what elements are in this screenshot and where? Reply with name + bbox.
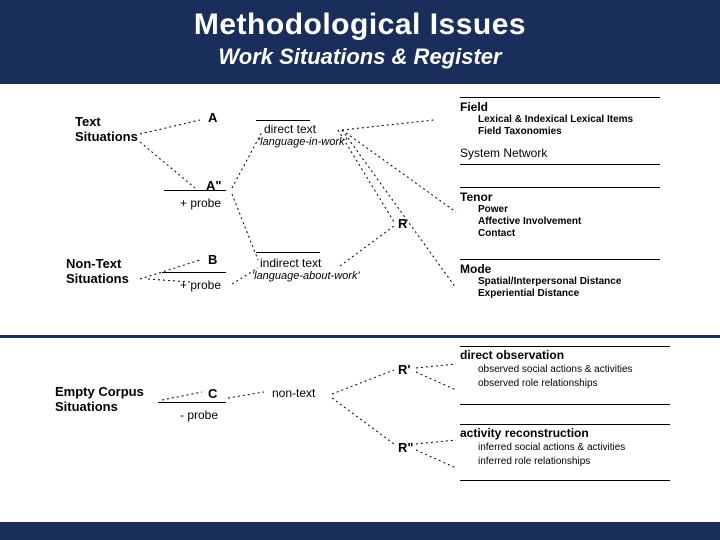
field-heading: Field <box>460 100 488 114</box>
rule-line <box>460 187 660 188</box>
diagram-area: TextSituations Non-TextSituations Empty … <box>0 84 720 512</box>
lang-about-work-label: 'language-about-work' <box>252 270 360 282</box>
system-network-label: System Network <box>460 146 547 160</box>
non-text-label: non-text <box>272 386 315 400</box>
field-line2: Field Taxonomies <box>478 126 562 137</box>
main-title: Methodological Issues <box>0 8 720 42</box>
tenor-heading: Tenor <box>460 190 492 204</box>
footer-bar <box>0 522 720 540</box>
text-situations-label: TextSituations <box>75 114 138 144</box>
direct-obs-heading: direct observation <box>460 348 564 362</box>
rule-line <box>460 424 670 425</box>
tenor-line2: Affective Involvement <box>478 216 581 227</box>
mode-line2: Experiential Distance <box>478 288 579 299</box>
empty-corpus-label: Empty CorpusSituations <box>55 384 144 414</box>
mode-line1: Spatial/Interpersonal Distance <box>478 276 621 287</box>
direct-obs-line2: observed role relationships <box>478 378 598 389</box>
rule-line <box>460 346 670 347</box>
mode-heading: Mode <box>460 262 491 276</box>
probe-plus-2: + probe <box>180 278 221 292</box>
tenor-line3: Contact <box>478 228 515 239</box>
lang-in-work-label: 'language-in-work' <box>258 136 347 148</box>
nontext-situations-label: Non-TextSituations <box>66 256 129 286</box>
indirect-text-label: indirect text <box>260 256 321 270</box>
field-line1: Lexical & Indexical Lexical Items <box>478 114 633 125</box>
node-B: B <box>208 252 217 267</box>
node-C: C <box>208 386 217 401</box>
rule-line <box>460 97 660 98</box>
rule-line <box>164 190 226 191</box>
direct-text-label: direct text <box>264 122 316 136</box>
probe-plus-1: + probe <box>180 196 221 210</box>
rule-line <box>158 402 226 403</box>
activity-recon-line2: inferred role relationships <box>478 456 590 467</box>
rule-line <box>256 120 310 121</box>
activity-recon-heading: activity reconstruction <box>460 426 589 440</box>
divider-bar <box>0 335 720 338</box>
node-Rpp: R" <box>398 440 414 455</box>
tenor-line1: Power <box>478 204 508 215</box>
direct-obs-line1: observed social actions & activities <box>478 364 633 375</box>
probe-minus: - probe <box>180 408 218 422</box>
rule-line <box>460 259 660 260</box>
activity-recon-line1: inferred social actions & activities <box>478 442 625 453</box>
node-Rp: R' <box>398 362 410 377</box>
rule-line <box>460 404 670 405</box>
rule-line <box>162 272 226 273</box>
rule-line <box>460 480 670 481</box>
node-A: A <box>208 110 217 125</box>
node-R: R <box>398 216 407 231</box>
rule-line <box>256 252 320 253</box>
sub-title: Work Situations & Register <box>0 44 720 70</box>
rule-line <box>460 164 660 165</box>
header-bar: Methodological Issues Work Situations & … <box>0 0 720 84</box>
